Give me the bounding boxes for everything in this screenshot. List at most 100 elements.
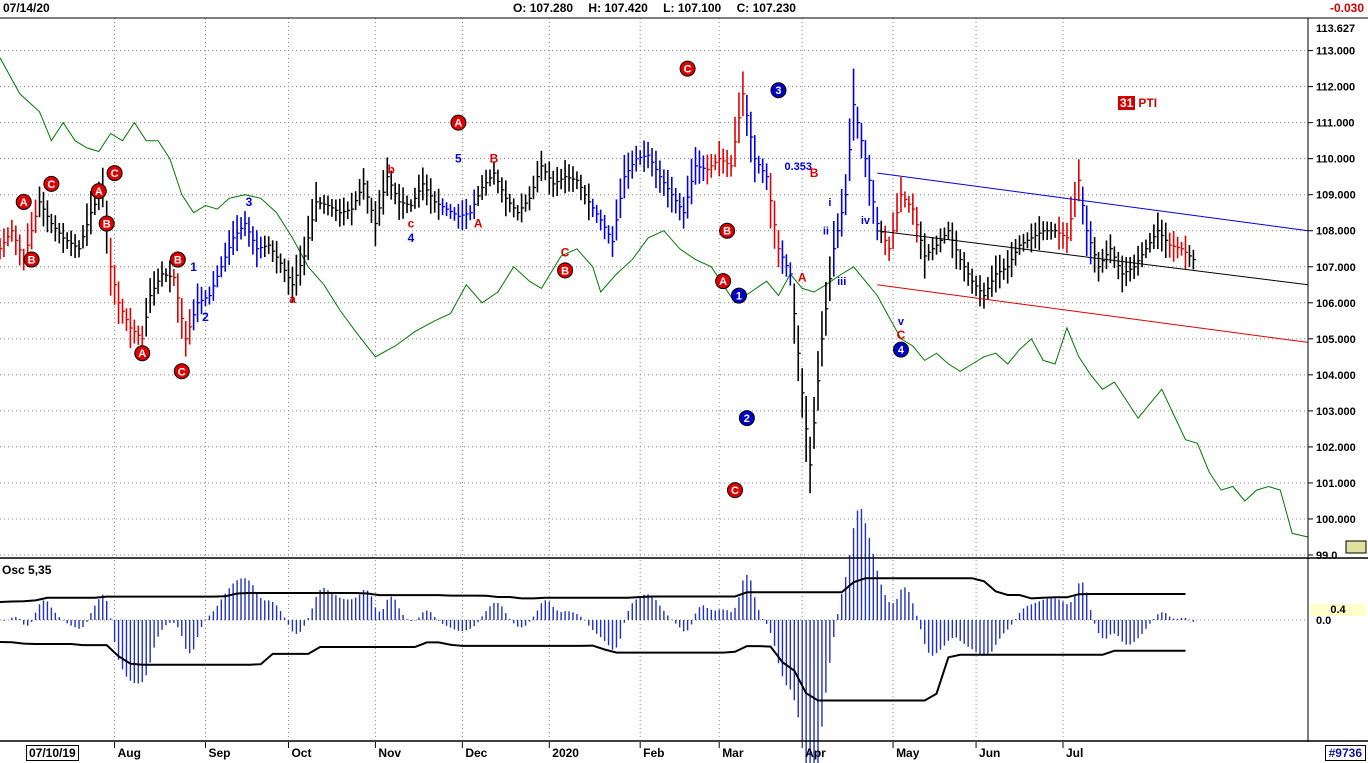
wave-label-circle	[169, 251, 186, 268]
month-label: Dec	[465, 746, 487, 760]
wave-label-text: B	[103, 219, 111, 231]
wave-label-text: B	[174, 255, 182, 267]
wave-label-text: A	[474, 217, 483, 231]
wave-label-text: 4	[898, 345, 905, 357]
channel-line-blue	[877, 172, 1309, 232]
month-axis: Aug Sep Oct Nov Dec 2020 Feb Mar Apr May Jun Jul	[114, 742, 1083, 760]
green-line	[0, 57, 1309, 538]
pti-indicator: 31 PTI	[1118, 96, 1157, 110]
wave-label-text: A	[20, 197, 28, 209]
month-label: Jul	[1066, 746, 1083, 760]
price-tick-label: 105.000	[1316, 334, 1356, 346]
wave-label-text: i	[828, 197, 831, 209]
low-label: L:	[663, 1, 675, 15]
wave-label-text: b	[388, 162, 395, 176]
price-tick-label: 111.000	[1316, 118, 1355, 130]
price-tick-label: 109.000	[1316, 190, 1356, 202]
wave-label-circle	[730, 287, 747, 304]
wave-label-text: A	[95, 186, 103, 198]
wave-label-text: C	[178, 366, 186, 378]
price-bars	[0, 68, 1196, 494]
price-tick-label: 102.000	[1316, 442, 1356, 454]
wave-label-circle	[770, 82, 787, 99]
wave-label-text: 4	[408, 231, 415, 245]
high-label: H:	[588, 1, 602, 15]
start-date-box[interactable]: 07/10/19	[26, 745, 79, 761]
current-date: 07/14/20	[3, 1, 50, 15]
wave-label-text: 2	[744, 413, 750, 425]
month-label: 2020	[552, 746, 579, 760]
wave-label-circle	[106, 165, 123, 182]
price-tick-label: 110.000	[1316, 154, 1355, 166]
green-indicator-line	[0, 57, 1309, 538]
pti-label: PTI	[1138, 96, 1158, 110]
wave-label-text: A	[138, 348, 146, 360]
wave-label-text: iv	[861, 215, 871, 227]
wave-label-text: a	[289, 292, 296, 306]
ohlc-readout: O: 107.280 H: 107.420 L: 107.100 C: 107.…	[513, 1, 808, 15]
osc-zero-label: 0.0	[1316, 615, 1331, 627]
wave-label-text: C	[897, 328, 906, 342]
wave-label-text: A	[719, 276, 727, 288]
wave-label-circle	[715, 273, 732, 290]
price-tick-label: 103.000	[1316, 406, 1356, 418]
high-value: 107.420	[604, 1, 648, 15]
open-label: O:	[513, 1, 527, 15]
wave-label-text: 5	[455, 152, 462, 166]
price-tick-label: 106.000	[1316, 298, 1356, 310]
wave-label-text: iii	[837, 276, 846, 288]
price-tick-label: 113.000	[1316, 46, 1355, 58]
month-label: Feb	[643, 746, 664, 760]
osc-lower-band	[0, 641, 1186, 702]
wave-label-text: A	[798, 271, 807, 285]
oscillator-value: 0.4	[1310, 604, 1366, 616]
price-tick-label: 99.0	[1316, 550, 1337, 562]
price-tick-label: 107.000	[1316, 262, 1356, 274]
price-tick-label: 112.000	[1316, 82, 1355, 94]
channel-line-red	[877, 284, 1309, 343]
wave-label-circle	[738, 410, 755, 427]
wave-label-text: 3	[246, 195, 253, 209]
price-tick-label: 108.000	[1316, 226, 1356, 238]
price-tick-label: 104.000	[1316, 370, 1356, 382]
wave-label-text: c	[408, 217, 415, 231]
osc-upper-band	[0, 577, 1186, 603]
month-label: Sep	[208, 746, 230, 760]
wave-label-text: B	[723, 226, 731, 238]
wave-label-circle	[557, 262, 574, 279]
chart-frame	[0, 17, 1368, 742]
zoom-icon	[1345, 540, 1367, 554]
close-label: C:	[736, 1, 750, 15]
channel-lines	[877, 172, 1309, 343]
month-label: Aug	[118, 746, 141, 760]
wave-label-circle	[43, 175, 60, 192]
wave-label-circle	[134, 345, 151, 362]
wave-label-text: C	[684, 64, 692, 76]
bookmark-label[interactable]: #9736	[1324, 745, 1366, 761]
wave-label-circle	[679, 60, 696, 77]
wave-label-text: C	[47, 179, 55, 191]
wave-label-circle	[15, 193, 32, 210]
close-value: 107.230	[752, 1, 796, 15]
month-label: May	[896, 746, 920, 760]
month-label: Jun	[979, 746, 1000, 760]
quote-header: 07/14/20 O: 107.280 H: 107.420 L: 107.10…	[0, 0, 1368, 17]
wave-label-circle	[98, 215, 115, 232]
wave-label-text: B	[561, 265, 569, 277]
pti-count: 31	[1118, 96, 1136, 110]
price-tick-label: 101.000	[1316, 478, 1356, 490]
wave-label-text: C	[111, 168, 119, 180]
wave-label-text: B	[810, 166, 819, 180]
change-value: -0.030	[1329, 1, 1364, 15]
wave-label-text: A	[454, 118, 462, 130]
wave-label-text: C	[561, 245, 570, 259]
grid-lines	[0, 18, 1308, 740]
wave-label-text: 3	[775, 85, 781, 97]
month-label: Mar	[722, 746, 744, 760]
wave-label-text: 1	[736, 291, 742, 303]
wave-label-circle	[23, 251, 40, 268]
wave-label-text: ii	[823, 226, 829, 238]
month-label: Apr	[805, 746, 826, 760]
channel-line-black	[877, 230, 1309, 286]
